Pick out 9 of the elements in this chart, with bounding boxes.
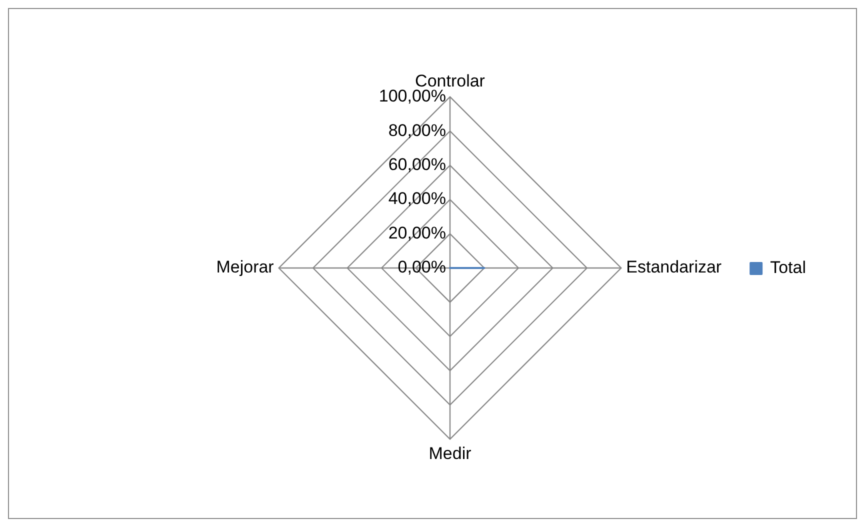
y-tick-label: 40,00%: [388, 189, 446, 208]
y-tick-label: 60,00%: [388, 154, 446, 174]
spoke-label: Estandarizar: [626, 258, 722, 277]
spoke-label: Mejorar: [216, 258, 274, 277]
legend-label: Total: [770, 258, 806, 278]
y-tick-label: 20,00%: [388, 223, 446, 242]
y-tick-label: 0,00%: [398, 258, 446, 277]
y-tick-label: 80,00%: [388, 120, 446, 140]
spoke-label: Medir: [428, 444, 472, 464]
